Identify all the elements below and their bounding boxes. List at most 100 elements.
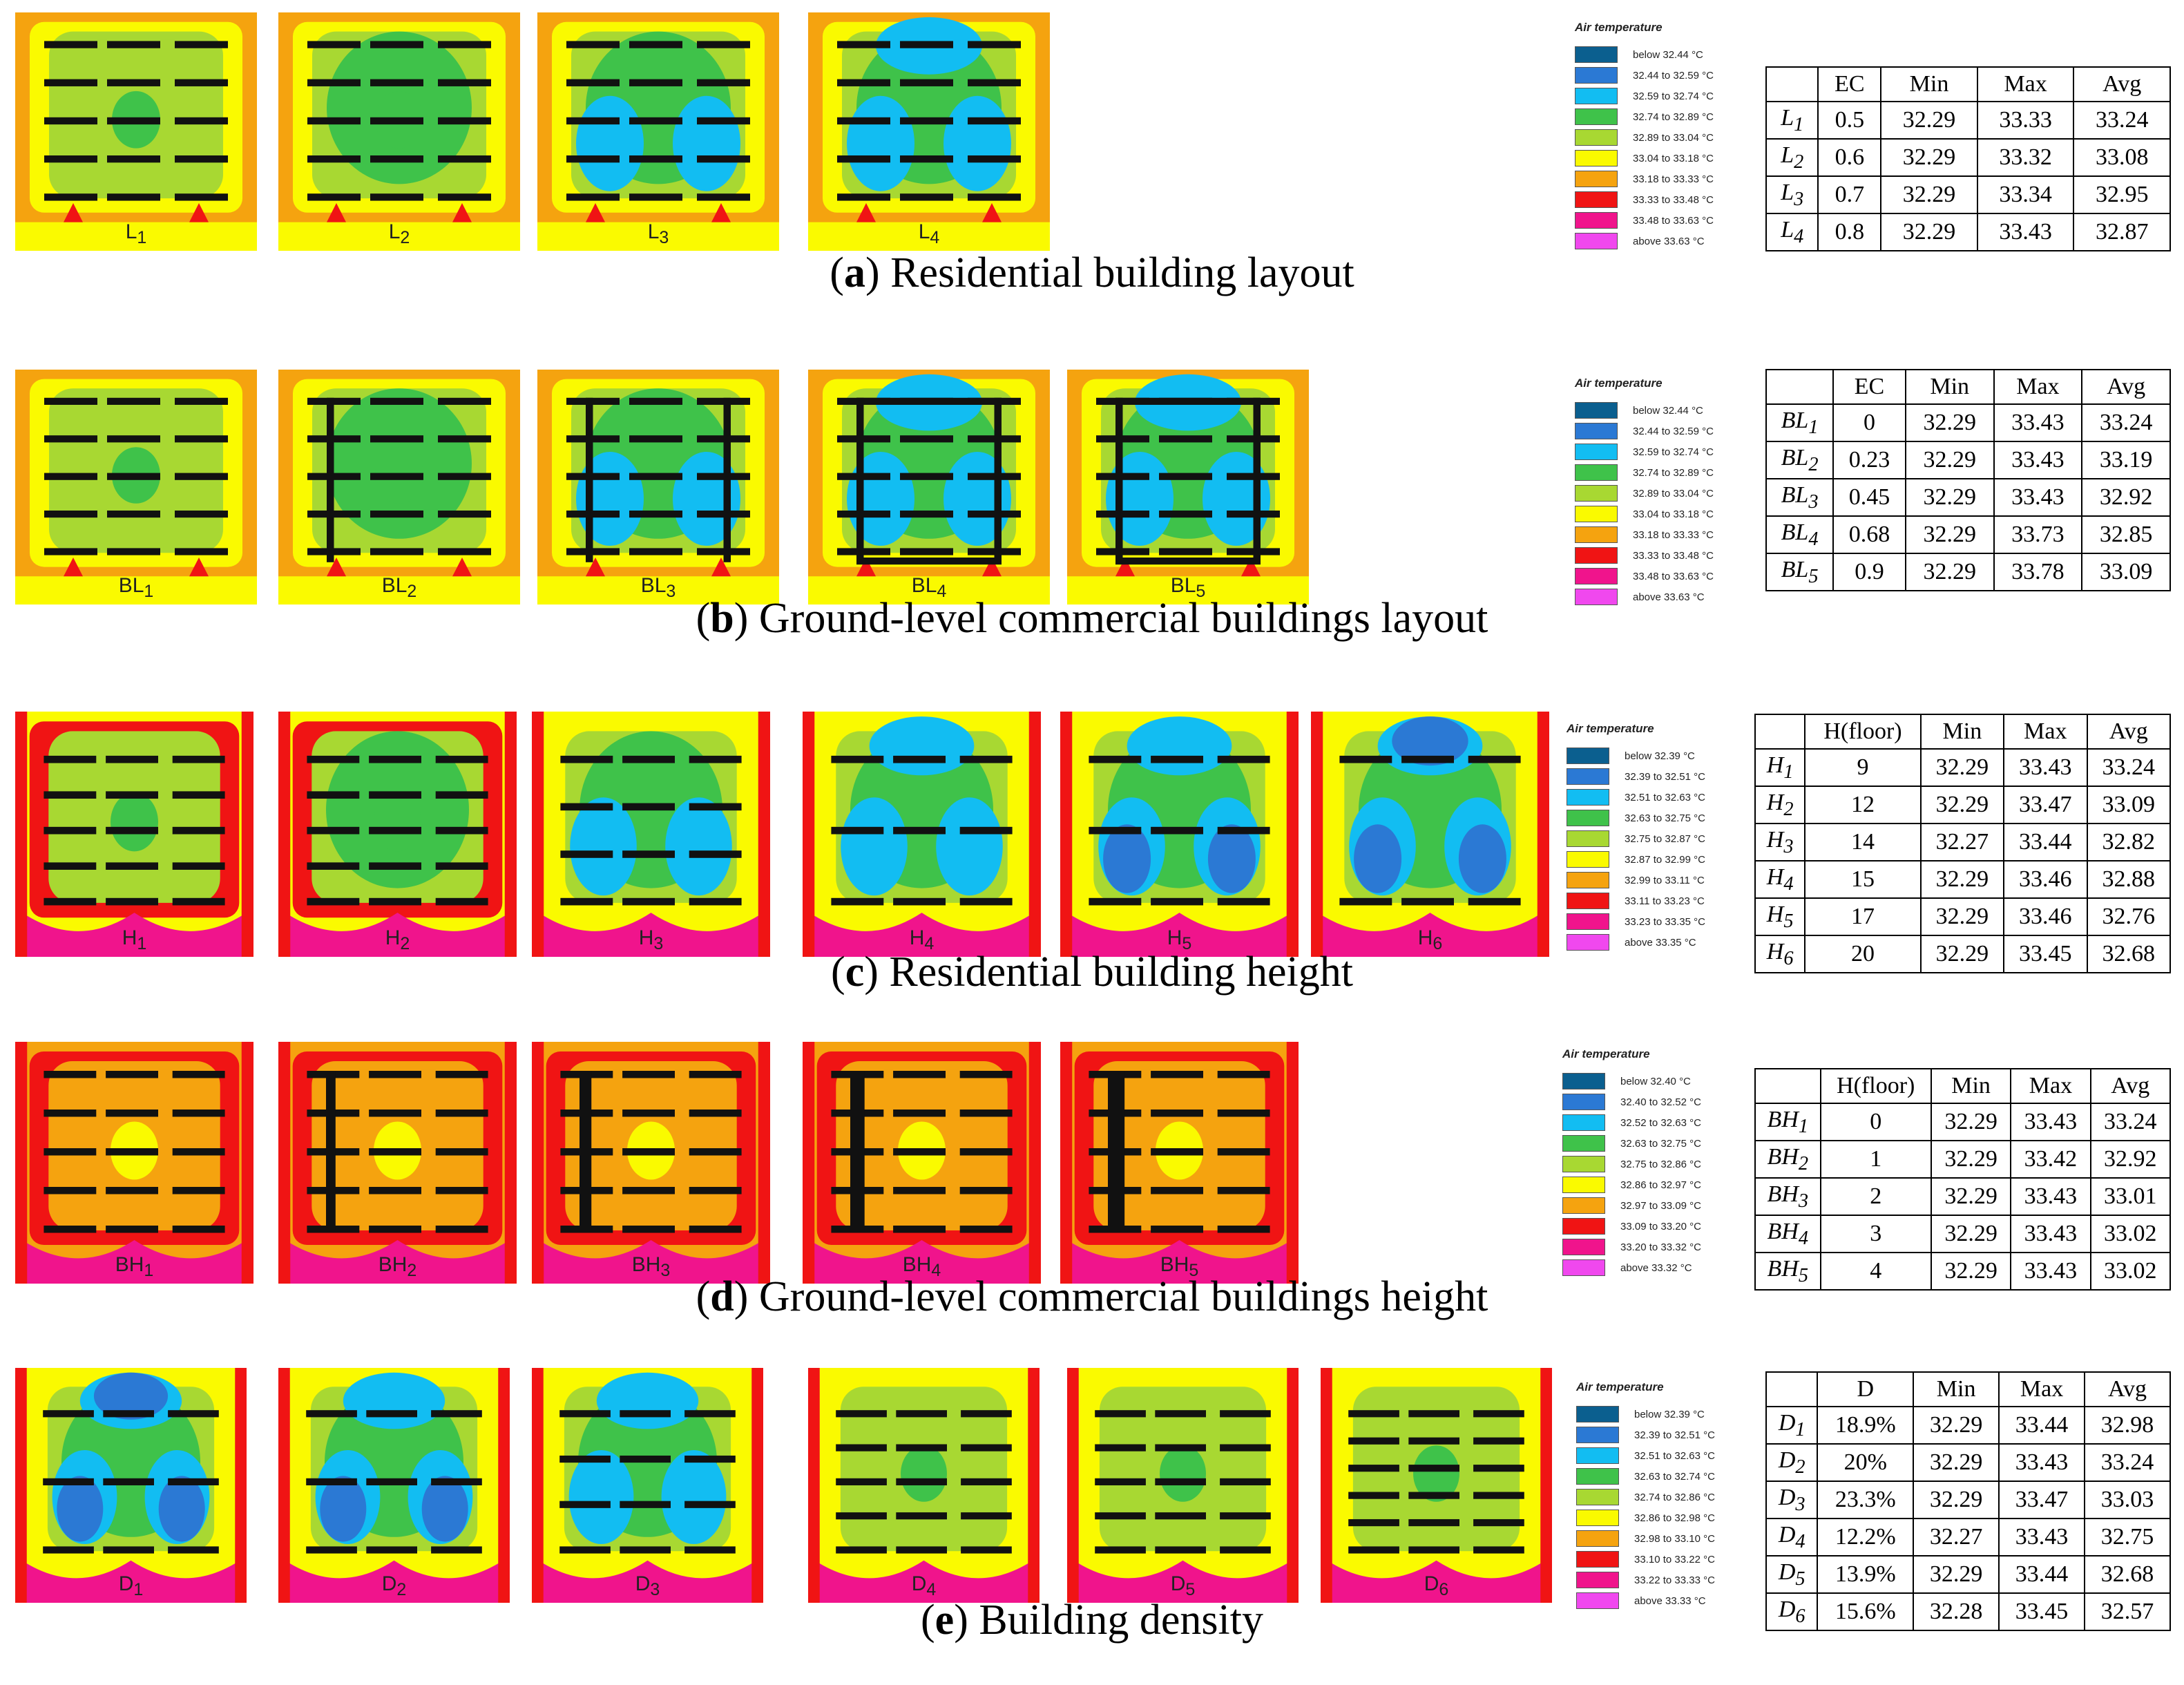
building	[1348, 1546, 1399, 1554]
building	[369, 826, 421, 835]
heat-zone	[1060, 1235, 1299, 1284]
column-header: Avg	[2089, 1068, 2172, 1104]
building	[620, 1501, 671, 1508]
table-cell: 18.9%	[1817, 1406, 1915, 1445]
table-cell: 32.75	[2084, 1518, 2171, 1557]
table-cell: 15	[1804, 860, 1922, 899]
building	[1155, 1546, 1206, 1554]
building	[1151, 1148, 1203, 1156]
building	[629, 435, 682, 443]
building	[370, 548, 423, 555]
table-row: BH3 2 32.29 33.43 33.01	[1754, 1177, 2172, 1216]
building	[103, 1546, 154, 1554]
table-row: D4 12.2% 32.27 33.43 32.75	[1765, 1518, 2171, 1557]
building	[44, 117, 97, 125]
column-header: H(floor)	[1804, 714, 1922, 750]
table-cell: 33.45	[1998, 1592, 2086, 1631]
heat-zone	[1286, 1042, 1299, 1284]
row-label: BL3	[1765, 478, 1835, 517]
legend-title: Air temperature	[1562, 1047, 1650, 1060]
heatmap	[532, 712, 770, 957]
buildings	[837, 41, 1021, 201]
row-label: D6	[1765, 1592, 1819, 1631]
legend-item: above 33.35 °C	[1567, 932, 1705, 953]
heat-zone	[751, 1368, 763, 1603]
heat-zone	[15, 1368, 27, 1603]
building	[435, 897, 488, 906]
table-cell: 0.5	[1817, 101, 1882, 140]
legend-label: above 33.63 °C	[1633, 591, 1705, 603]
building	[893, 1071, 946, 1078]
heatmap-panel: D2	[278, 1368, 510, 1603]
building	[1095, 1444, 1146, 1451]
building	[1217, 1187, 1270, 1194]
legend-label: below 32.40 °C	[1620, 1075, 1691, 1087]
column-header: EC	[1817, 66, 1882, 102]
building	[961, 1444, 1012, 1451]
building	[689, 1071, 742, 1078]
heat-zone	[856, 558, 1002, 577]
building	[307, 755, 360, 763]
legend-item: above 33.33 °C	[1576, 1590, 1715, 1611]
heatmap-panel: H3	[532, 712, 770, 957]
building	[1115, 397, 1261, 405]
legend-item: 32.75 to 32.87 °C	[1567, 828, 1705, 849]
building	[837, 155, 890, 163]
heat-zone	[596, 1372, 699, 1429]
building	[1408, 1410, 1459, 1418]
legend-label: 32.74 to 32.89 °C	[1633, 466, 1714, 479]
table-cell: 0.23	[1832, 441, 1906, 479]
building	[622, 1110, 675, 1117]
column-header: Min	[1904, 369, 1995, 405]
building	[837, 193, 890, 201]
building	[175, 193, 228, 201]
heat-zone	[901, 1445, 947, 1502]
table-cell: 32.68	[2086, 935, 2172, 973]
table-cell: 32.29	[1919, 748, 2005, 787]
row-label: BL4	[1765, 515, 1835, 554]
table-cell: 0	[1819, 1103, 1932, 1141]
building	[566, 79, 620, 86]
heat-zone	[1286, 712, 1299, 957]
row-label: BL5	[1765, 553, 1835, 591]
table-cell: 33.44	[1998, 1555, 2086, 1594]
building	[1217, 1148, 1270, 1156]
legend-swatch	[1575, 464, 1618, 481]
heat-zone	[1067, 1556, 1299, 1603]
building	[566, 155, 620, 163]
building	[959, 1226, 1013, 1233]
column-header: Avg	[2084, 1371, 2171, 1407]
building	[684, 1410, 736, 1418]
table-row: H6 20 32.29 33.45 32.68	[1754, 935, 2172, 973]
table-cell: 0.68	[1832, 515, 1906, 554]
legend-item: 33.18 to 33.33 °C	[1575, 169, 1714, 189]
building	[1115, 558, 1261, 565]
building	[307, 826, 360, 835]
building	[1151, 897, 1203, 906]
table-cell: 20	[1804, 935, 1922, 973]
panel-label: D2	[381, 1572, 407, 1599]
table-cell: 32.29	[1913, 1443, 2000, 1482]
legend-title: Air temperature	[1576, 1380, 1664, 1393]
legend-item: above 33.63 °C	[1575, 231, 1714, 251]
legend-item: 32.87 to 32.99 °C	[1567, 849, 1705, 870]
table-cell: 33.09	[2086, 786, 2172, 824]
heat-zone	[1160, 1445, 1206, 1502]
legend-swatch	[1576, 1406, 1619, 1422]
building	[1095, 1410, 1146, 1418]
building	[893, 1187, 946, 1194]
row-label: BH2	[1754, 1140, 1821, 1179]
legend-swatch	[1562, 1218, 1605, 1235]
legend-label: 32.51 to 32.63 °C	[1634, 1449, 1715, 1462]
table-cell: 32.29	[1919, 897, 2005, 936]
buildings	[1339, 755, 1521, 906]
building	[370, 511, 423, 518]
building	[684, 1501, 736, 1508]
table-cell: 33.43	[1976, 213, 2075, 251]
building	[175, 79, 228, 86]
legend-item: 32.89 to 33.04 °C	[1575, 127, 1714, 148]
building	[168, 1410, 219, 1418]
legend-item: 32.74 to 32.86 °C	[1576, 1487, 1715, 1507]
building	[172, 897, 225, 906]
building	[369, 1071, 421, 1078]
